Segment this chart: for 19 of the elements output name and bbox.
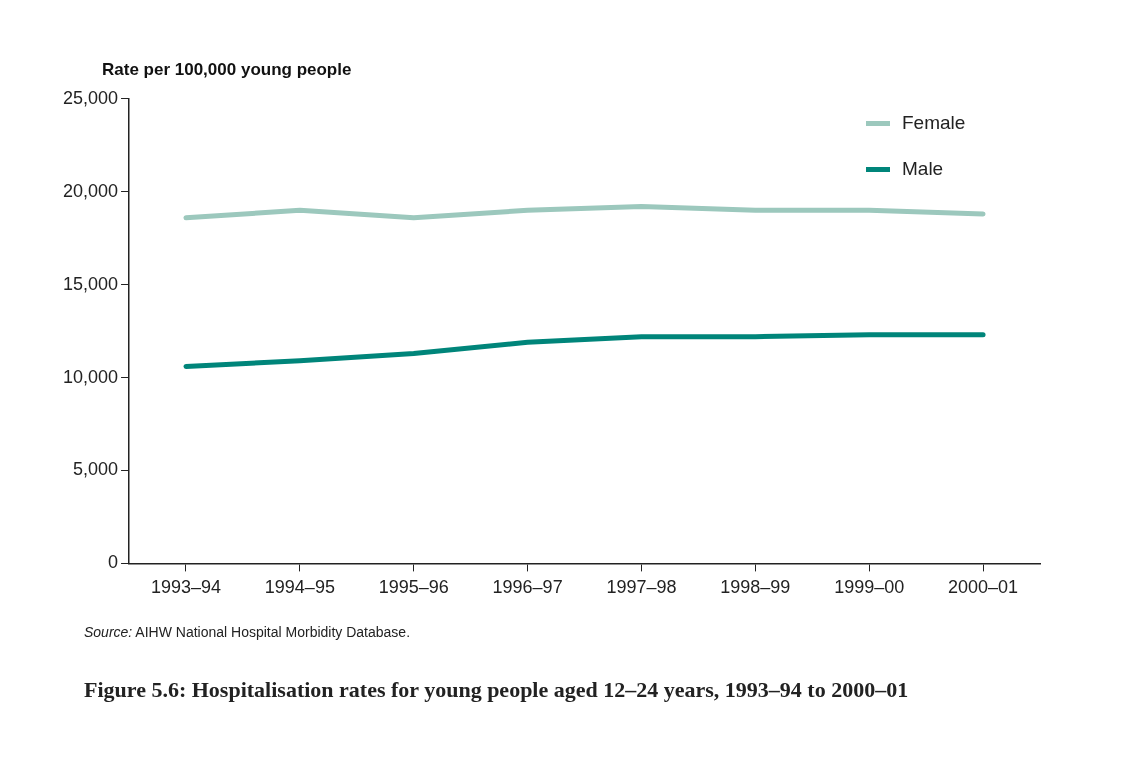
x-tick-label: 1993–94 — [150, 577, 222, 598]
y-tick-label: 15,000 — [62, 273, 119, 294]
y-tick-label: 0 — [108, 552, 119, 573]
x-tick-label: 2000–01 — [948, 577, 1019, 598]
text: Figure 5.6: Hospitalisation rates for young people aged 12–24 years, 1993–94 to 2000–01 — [84, 676, 910, 704]
legend-label: Female — [902, 112, 966, 134]
legend-label: Male — [902, 158, 944, 180]
x-tick-label: 1994–95 — [264, 577, 335, 598]
y-tick-label: 10,000 — [62, 366, 119, 387]
x-tick-label: 1997–98 — [606, 577, 677, 598]
x-tick-label: 1996–97 — [492, 577, 563, 598]
y-tick-label: 5,000 — [73, 459, 119, 480]
y-axis-title: Rate per 100,000 young people — [102, 60, 352, 80]
x-tick-label: 1998–99 — [720, 577, 791, 598]
y-tick-label: 20,000 — [62, 180, 119, 201]
x-tick-label: 1995–96 — [378, 577, 449, 598]
x-tick-label: 1999–00 — [834, 577, 905, 598]
source-note: Source: AIHW National Hospital Morbidity Database. — [84, 624, 411, 640]
y-tick-label: 25,000 — [62, 87, 119, 108]
